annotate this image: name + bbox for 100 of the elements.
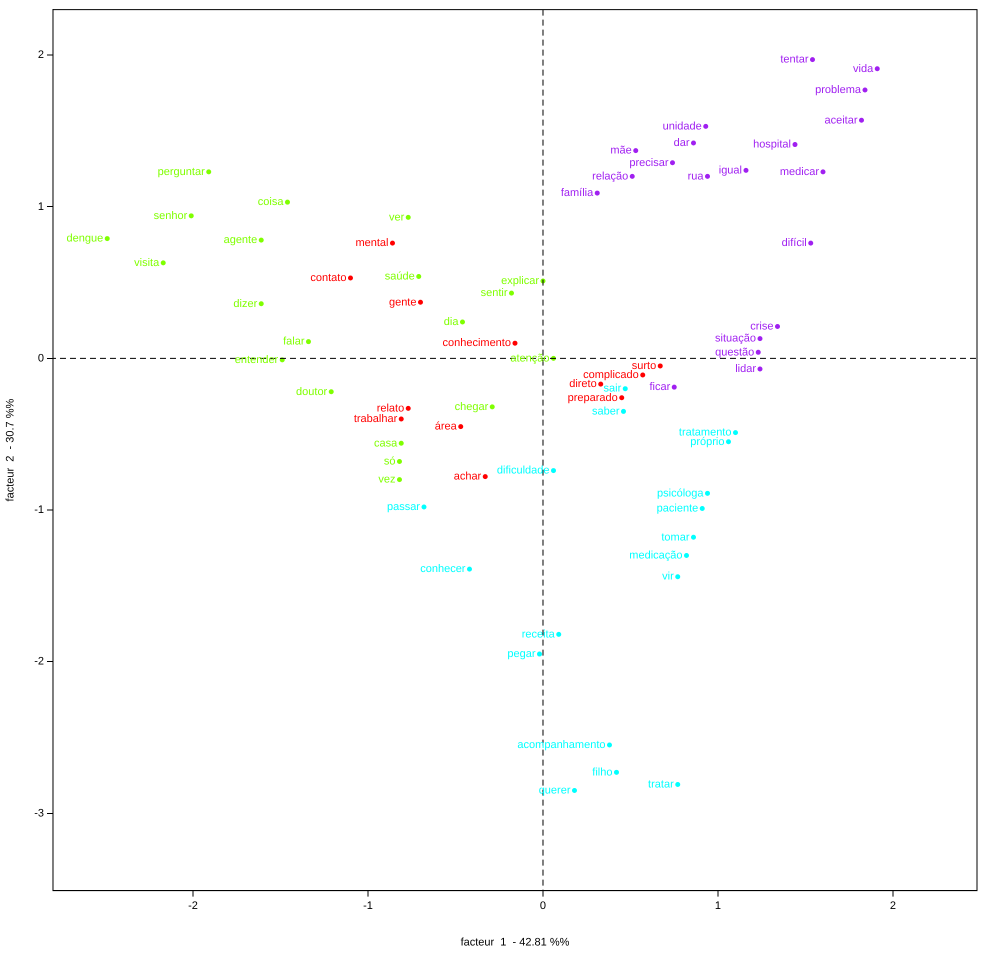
point [406, 214, 411, 220]
data-label: ficar [649, 381, 671, 394]
data-label: aceitar [824, 114, 858, 126]
point [792, 142, 798, 148]
point [396, 477, 402, 482]
point [328, 389, 334, 394]
point [700, 506, 705, 511]
data-label: chegar [454, 400, 489, 413]
point [396, 458, 402, 464]
data-label: trabalhar [354, 413, 398, 426]
data-label: saúde [384, 270, 415, 283]
data-label: dizer [233, 298, 258, 310]
data-label: ver [388, 211, 405, 224]
data-label: dia [444, 316, 460, 328]
point [536, 652, 542, 657]
point [160, 260, 166, 266]
data-label: sentir [480, 287, 508, 300]
x-tick-label: 1 [714, 900, 722, 912]
point [619, 395, 624, 400]
data-label: medicar [780, 166, 820, 178]
point [572, 788, 577, 794]
point [421, 504, 426, 510]
point [258, 301, 264, 306]
x-tick-label: -1 [363, 900, 373, 912]
data-label: entender [234, 354, 279, 366]
point [620, 408, 626, 414]
data-label: perguntar [158, 166, 206, 178]
point [306, 339, 311, 344]
point [703, 124, 708, 129]
data-label: passar [386, 500, 420, 513]
data-label: paciente [656, 502, 698, 515]
point [460, 319, 465, 324]
point [820, 169, 826, 174]
x-tick-label: 0 [540, 900, 546, 912]
data-label: família [560, 187, 594, 200]
y-tick-label: 1 [38, 200, 44, 213]
data-label: vir [662, 570, 674, 583]
data-label: contato [310, 272, 346, 284]
x-tick-label: 2 [890, 900, 896, 912]
data-label: rua [688, 170, 704, 182]
data-label: saber [592, 405, 620, 418]
point [757, 366, 762, 372]
data-label: difícil [782, 237, 807, 250]
point [808, 240, 814, 246]
data-label: relato [376, 402, 404, 414]
data-label: senhor [154, 210, 188, 222]
data-label: situação [715, 332, 756, 345]
data-label: unidade [662, 120, 702, 132]
point [390, 240, 395, 246]
point [704, 490, 710, 496]
data-label: filho [592, 766, 612, 778]
point [658, 363, 663, 368]
point [640, 372, 646, 378]
data-label: crise [750, 320, 774, 333]
y-tick-label: 2 [38, 49, 44, 62]
point [810, 57, 815, 62]
data-label: medicação [629, 550, 682, 562]
point [418, 300, 423, 305]
point [704, 174, 710, 179]
point [512, 340, 518, 346]
point [675, 782, 680, 787]
point [622, 386, 628, 392]
data-label: explicar [501, 275, 540, 288]
data-label: agente [224, 234, 258, 246]
point [690, 140, 696, 146]
data-label: tratar [648, 778, 674, 790]
data-label: psicóloga [657, 487, 704, 500]
data-label: gente [388, 296, 416, 308]
data-label: mental [355, 237, 388, 250]
data-label: dar [674, 137, 690, 150]
data-label: acompanhamento [517, 739, 606, 752]
point [550, 468, 556, 474]
data-label: querer [538, 784, 571, 797]
point [862, 87, 868, 92]
point [104, 236, 110, 242]
data-label: receita [522, 628, 556, 640]
point [482, 474, 488, 480]
data-label: falar [283, 336, 305, 348]
point [284, 200, 290, 205]
point [556, 632, 562, 637]
y-tick-label: -3 [34, 807, 44, 820]
y-tick-label: -1 [34, 504, 44, 516]
point [406, 406, 411, 411]
point [756, 350, 761, 355]
point [188, 213, 194, 218]
point [594, 190, 600, 196]
data-label: conhecimento [442, 337, 511, 350]
data-label: coisa [258, 196, 284, 208]
point [630, 174, 635, 179]
data-label: dengue [66, 232, 104, 245]
data-label: dificuldade [496, 464, 550, 477]
data-label: achar [454, 470, 482, 483]
data-label: tomar [661, 531, 690, 544]
data-label: lidar [735, 363, 756, 376]
point [398, 440, 404, 446]
point [598, 382, 604, 387]
point [206, 169, 212, 174]
point [466, 566, 472, 572]
data-label: tentar [780, 54, 809, 66]
x-axis-title: facteur 1 - 42.81 %% [460, 936, 570, 948]
